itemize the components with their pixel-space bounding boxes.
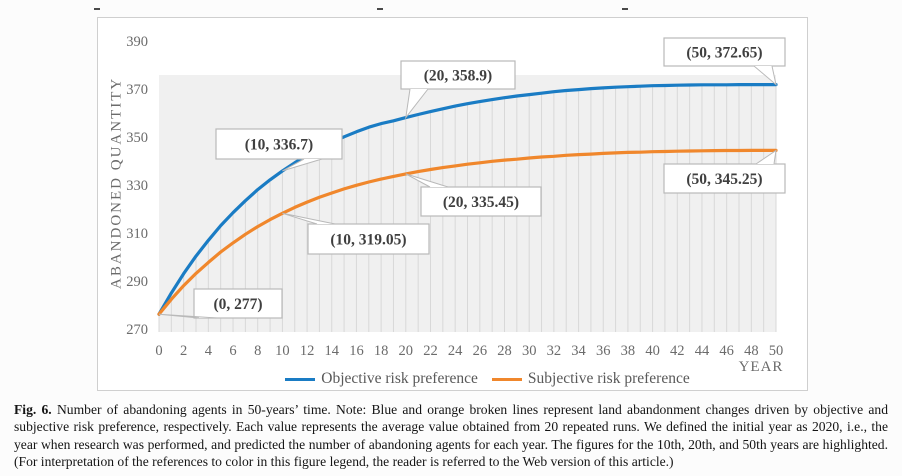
callout-label: (20, 358.9) xyxy=(424,68,492,85)
x-tick-label: 28 xyxy=(497,343,512,359)
x-tick-label: 48 xyxy=(744,343,759,359)
x-tick-label: 46 xyxy=(719,343,734,359)
x-tick-label: 32 xyxy=(546,343,562,359)
crop-mark-icon xyxy=(377,8,383,10)
x-tick-label: 44 xyxy=(694,343,710,359)
blue-line-swatch-icon xyxy=(285,377,316,381)
callout-label: (10, 336.7) xyxy=(245,137,313,154)
callout-pointer xyxy=(753,65,777,86)
series-line-objective xyxy=(157,83,778,316)
x-tick-label: 24 xyxy=(447,343,463,359)
y-tick-label: 370 xyxy=(126,82,148,98)
callout-box xyxy=(663,163,786,194)
y-tick-label: 290 xyxy=(126,274,148,290)
x-tick-label: 40 xyxy=(645,343,660,359)
callout-pointer xyxy=(282,158,323,172)
x-tick-label: 42 xyxy=(670,343,685,359)
x-tick-label: 50 xyxy=(768,343,784,359)
x-tick-label: 18 xyxy=(373,343,389,359)
legend-item-subjective: Subjective risk preference xyxy=(491,370,690,388)
x-tick-label: 30 xyxy=(521,343,537,359)
x-tick-label: 2 xyxy=(180,343,188,359)
x-tick-label: 14 xyxy=(324,343,340,359)
legend-label-subjective: Subjective risk preference xyxy=(527,370,690,387)
y-tick-label: 350 xyxy=(126,130,148,146)
figure-caption: Fig. 6. Number of abandoning agents in 5… xyxy=(14,401,888,471)
crop-mark-icon xyxy=(622,8,628,10)
callout-label: (0, 277) xyxy=(213,296,262,313)
orange-line-swatch-icon xyxy=(491,377,522,381)
callout-label: (20, 335.45) xyxy=(443,194,519,211)
callout-box xyxy=(215,128,343,160)
chart-plot-area: (0, 277) (10, 336.7) (20, 358.9) (50, 372.6… xyxy=(157,37,786,332)
x-tick-label: 10 xyxy=(275,343,290,359)
y-tick-label: 330 xyxy=(126,178,148,194)
legend-label-objective: Objective risk preference xyxy=(321,370,478,387)
x-tick-label: 34 xyxy=(571,343,586,359)
callout-box xyxy=(663,37,786,67)
callout-label: (10, 319.05) xyxy=(330,232,406,249)
figure-6-chart: ABANDONED QUANTITY (0, 277) (10, 336.7) (2… xyxy=(97,17,808,391)
callout-box xyxy=(400,60,516,90)
x-tick-label: 16 xyxy=(349,343,364,359)
y-tick-label: 270 xyxy=(126,322,148,338)
x-tick-label: 36 xyxy=(595,343,611,359)
x-tick-label: 38 xyxy=(620,343,636,359)
callout-box xyxy=(193,288,283,319)
x-tick-label: 0 xyxy=(155,343,163,359)
chart-legend: Objective risk preference Subjective ris… xyxy=(168,370,807,388)
y-tick-label: 390 xyxy=(126,34,148,50)
x-tick-label: 6 xyxy=(229,343,237,359)
callout-box xyxy=(307,223,430,255)
callout-pointer xyxy=(405,173,449,188)
crop-mark-icon xyxy=(94,8,100,10)
figure-caption-text: Number of abandoning agents in 50-years’… xyxy=(14,402,888,470)
series-line-subjective xyxy=(157,148,778,316)
callout-pointer xyxy=(158,313,218,319)
callout-label: (50, 345.25) xyxy=(686,171,762,188)
x-tick-label: 4 xyxy=(204,343,212,359)
x-axis-title: YEAR xyxy=(738,359,784,375)
legend-item-objective: Objective risk preference xyxy=(285,370,478,388)
callout-pointer xyxy=(755,149,777,165)
callout-pointer xyxy=(282,212,336,225)
callout-box xyxy=(420,186,542,217)
x-tick-label: 8 xyxy=(254,343,262,359)
y-tick-label: 310 xyxy=(126,226,148,242)
callout-pointer xyxy=(405,88,429,120)
callout-label: (50, 372.65) xyxy=(686,45,762,62)
x-tick-label: 20 xyxy=(398,343,414,359)
figure-caption-label: Fig. 6. xyxy=(14,402,52,417)
x-tick-label: 12 xyxy=(299,343,315,359)
x-tick-label: 26 xyxy=(472,343,488,359)
x-tick-label: 22 xyxy=(423,343,438,359)
